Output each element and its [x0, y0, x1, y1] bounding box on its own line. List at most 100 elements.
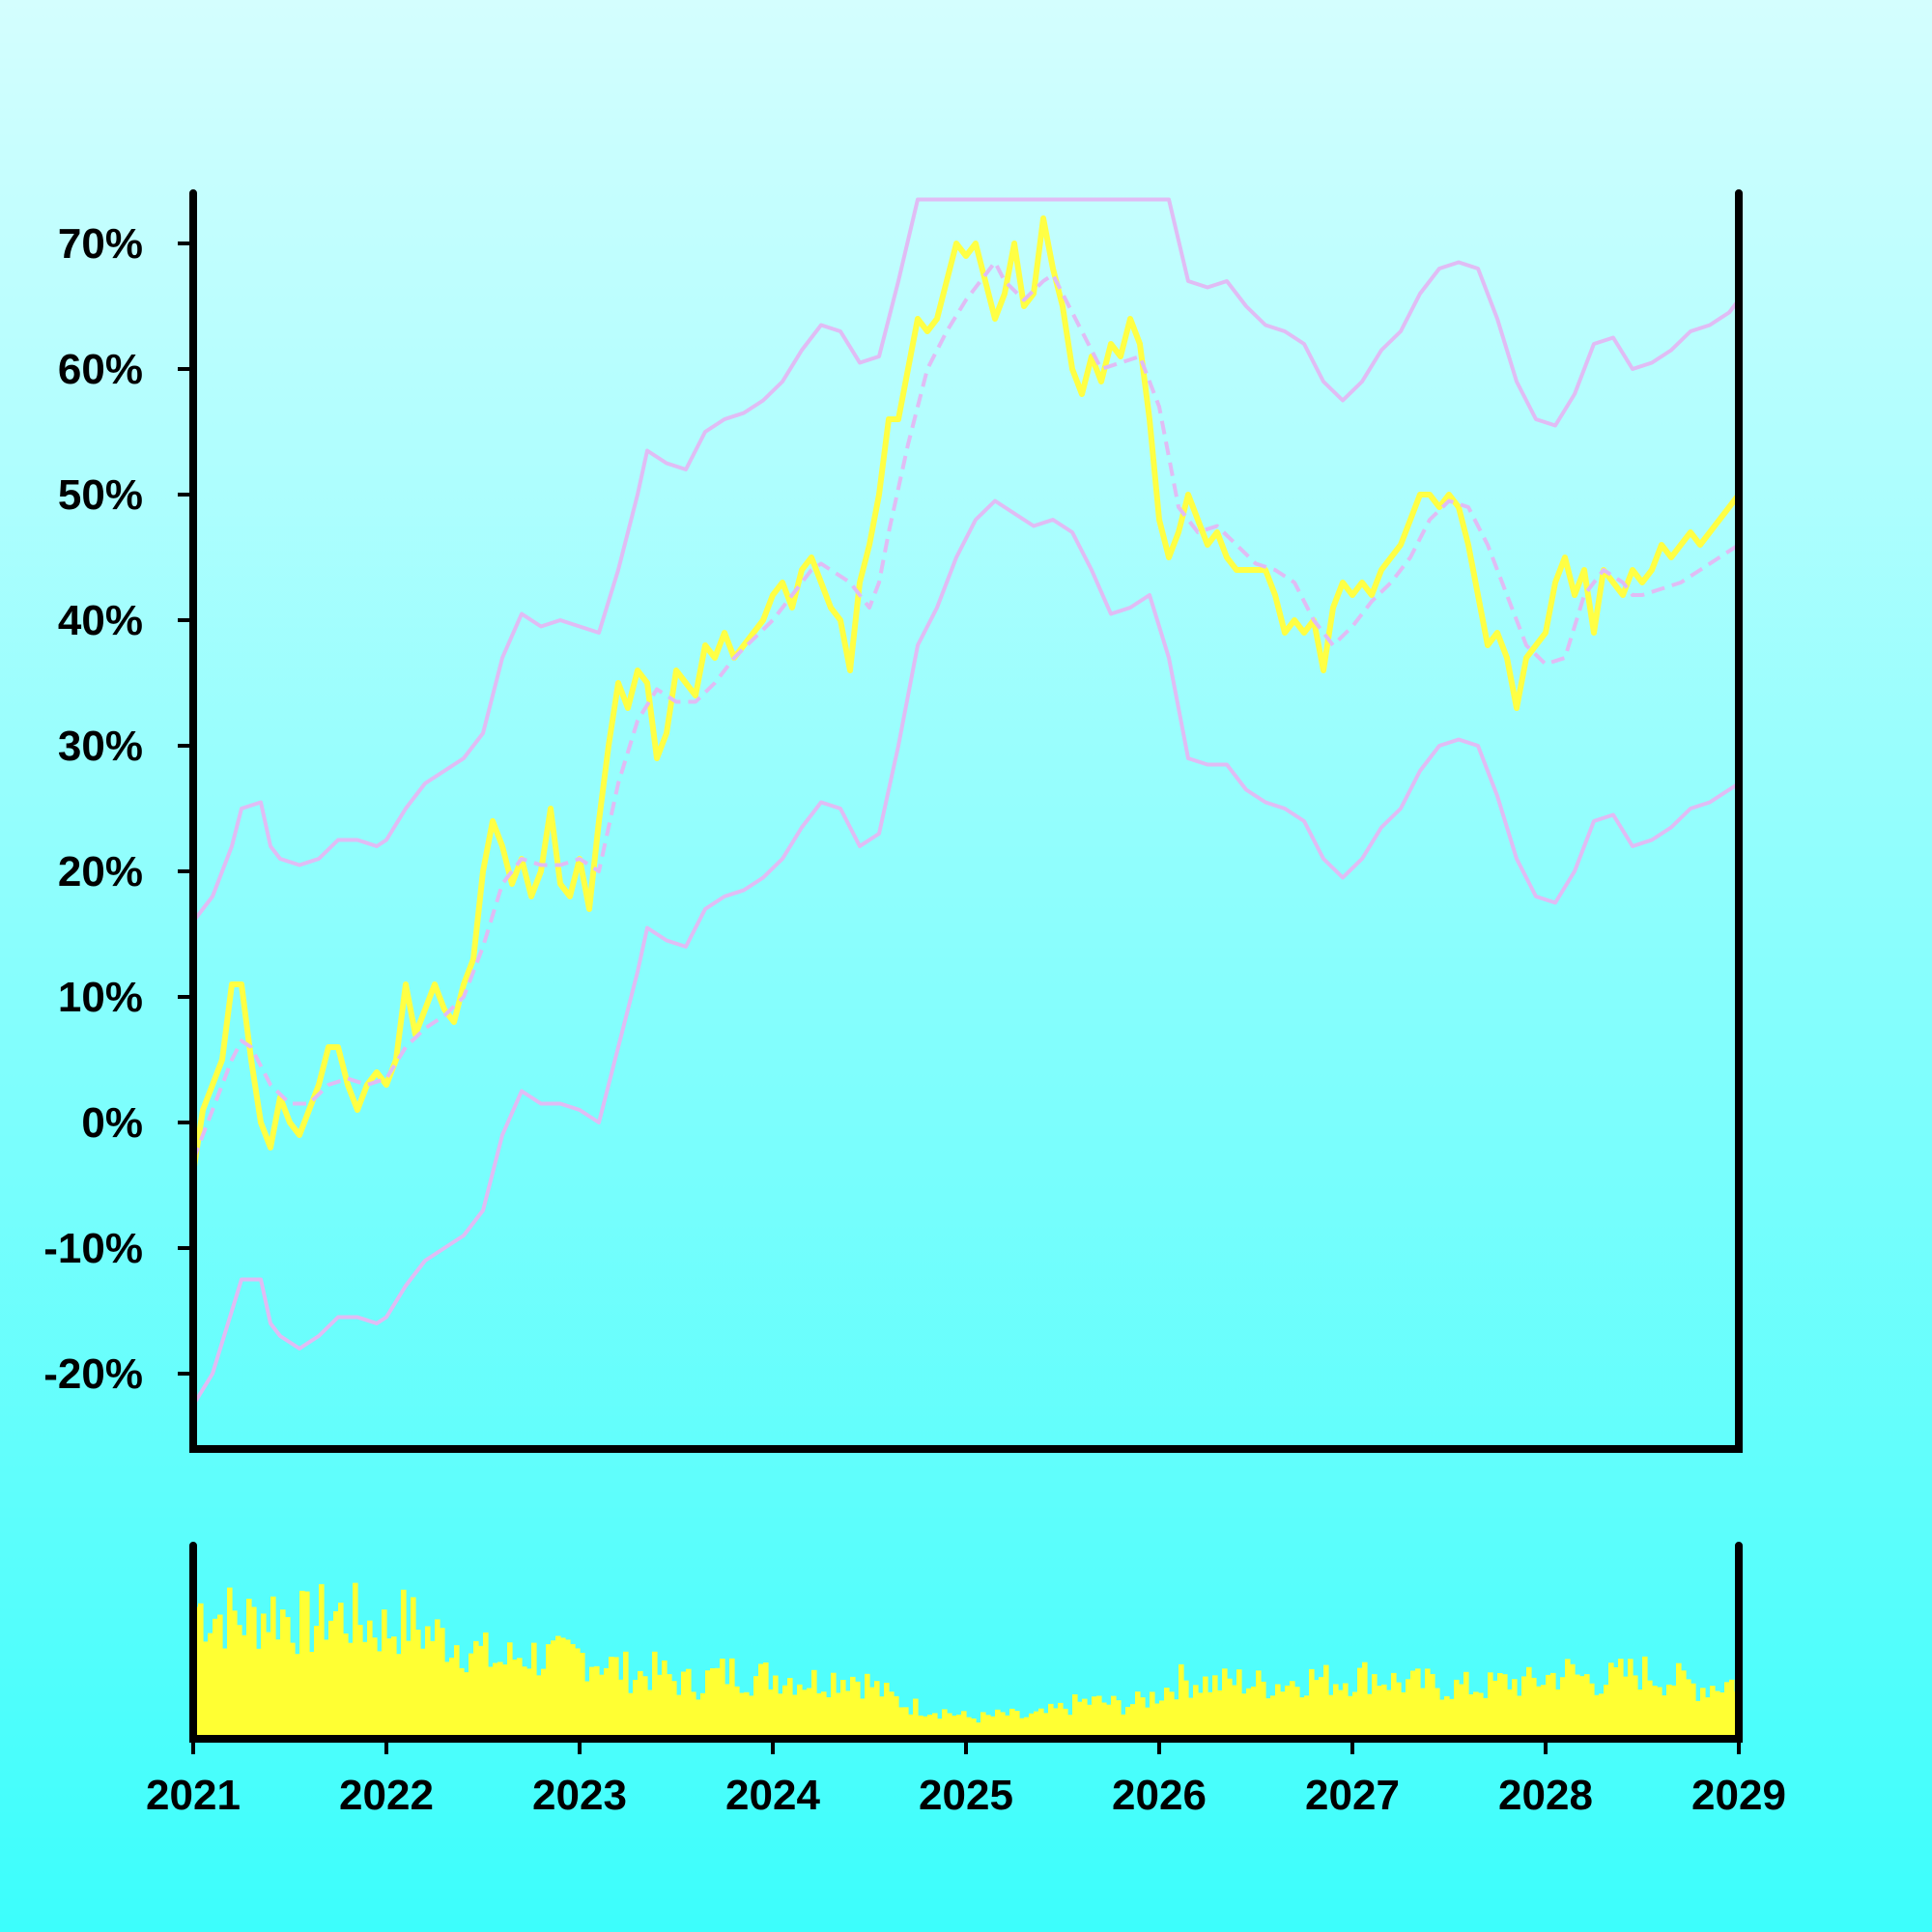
volume-bar: [826, 1697, 832, 1739]
volume-bar: [1357, 1667, 1363, 1739]
volume-bar: [222, 1648, 228, 1739]
volume-bar: [831, 1672, 837, 1739]
price-lines: [190, 215, 1742, 1174]
volume-bar: [1164, 1688, 1170, 1739]
volume-bar: [816, 1692, 822, 1739]
volume-bar: [1072, 1694, 1078, 1739]
volume-bar: [1449, 1698, 1455, 1739]
tick-labels: -20% -10% 0% 10% 20% 30% 40% 50% 60% 70% 2021 2022 2…: [43, 220, 1786, 1819]
volume-bar: [836, 1692, 841, 1739]
volume-bar: [845, 1690, 851, 1739]
volume-bar: [1058, 1702, 1064, 1739]
y-tick-label: 40%: [58, 597, 143, 644]
volume-bar: [1502, 1674, 1508, 1739]
volume-bar: [584, 1681, 590, 1739]
volume-bar: [869, 1687, 875, 1739]
volume-bar: [1005, 1715, 1010, 1739]
volume-bar: [913, 1698, 919, 1739]
volume-bar: [642, 1676, 648, 1739]
volume-bar: [773, 1675, 779, 1739]
volume-bar: [401, 1589, 407, 1739]
volume-bar: [531, 1642, 537, 1739]
volume-bar: [952, 1716, 957, 1739]
y-tick-label: 50%: [58, 471, 143, 519]
volume-bar: [1531, 1677, 1537, 1739]
volume-bar: [1430, 1674, 1435, 1739]
moving-average-line: [191, 260, 1741, 1161]
volume-bar: [739, 1692, 745, 1739]
volume-bar: [1526, 1666, 1532, 1739]
volume-bar: [478, 1645, 484, 1739]
volume-bar: [1352, 1691, 1358, 1739]
volume-bar: [522, 1666, 527, 1739]
volume-bar: [285, 1617, 291, 1739]
volume-bar: [947, 1713, 952, 1739]
volume-bar: [628, 1692, 634, 1739]
volume-bar: [1067, 1715, 1073, 1739]
volume-bar: [1662, 1695, 1667, 1739]
volume-bar: [1121, 1714, 1126, 1739]
volume-bar: [1333, 1684, 1339, 1739]
volume-bar: [1386, 1690, 1392, 1739]
volume-bar: [1150, 1691, 1155, 1739]
x-tick-label: 2025: [919, 1772, 1013, 1819]
volume-bar: [1497, 1673, 1503, 1739]
volume-bar: [1604, 1685, 1609, 1739]
volume-bar: [937, 1719, 943, 1739]
volume-bar: [594, 1665, 600, 1739]
volume-bar: [1584, 1674, 1590, 1739]
volume-bar: [435, 1619, 440, 1739]
volume-bar: [1106, 1704, 1112, 1739]
volume-bar: [700, 1692, 706, 1739]
volume-bar: [1488, 1672, 1493, 1739]
volume-bar: [1372, 1674, 1378, 1739]
band-lines: [191, 197, 1741, 1406]
volume-bar: [411, 1597, 416, 1739]
x-tick-label: 2023: [532, 1772, 627, 1819]
volume-bar: [623, 1651, 629, 1739]
volume-bar: [396, 1654, 402, 1739]
volume-bar: [889, 1691, 895, 1739]
volume-bar: [1294, 1687, 1300, 1739]
volume-bar: [1362, 1662, 1368, 1739]
volume-bar: [821, 1691, 827, 1739]
volume-bar: [1130, 1704, 1136, 1739]
volume-bar: [1116, 1700, 1122, 1739]
volume-bar: [1710, 1686, 1716, 1739]
volume-bar: [657, 1674, 663, 1739]
volume-bar: [1555, 1689, 1561, 1739]
volume-bar: [1101, 1702, 1107, 1739]
volume-bar: [1468, 1694, 1474, 1739]
volume-bar: [1724, 1682, 1730, 1739]
volume-bar: [758, 1663, 764, 1739]
volume-bar: [386, 1638, 392, 1739]
volume-bar: [493, 1662, 498, 1739]
volume-bar: [546, 1644, 552, 1739]
volume-bar: [1729, 1679, 1735, 1739]
volume-bar: [367, 1620, 373, 1739]
volume-bar: [1029, 1713, 1035, 1739]
volume-bar: [1425, 1668, 1431, 1739]
volume-bar: [1439, 1699, 1445, 1739]
volume-bar: [705, 1670, 711, 1739]
volume-bar: [1521, 1676, 1527, 1739]
volume-bar: [744, 1691, 750, 1739]
upper-band-line: [191, 197, 1741, 923]
volume-bar: [1232, 1685, 1237, 1739]
volume-bar: [275, 1639, 281, 1739]
volume-bar: [536, 1675, 542, 1739]
volume-bar: [324, 1639, 329, 1739]
volume-bar: [850, 1676, 856, 1739]
volume-bar: [1256, 1670, 1262, 1739]
volume-bar: [1377, 1686, 1382, 1739]
volume-bar: [440, 1628, 445, 1739]
volume-bar: [671, 1681, 677, 1739]
y-tick-label: 60%: [58, 346, 143, 393]
volume-bar: [1169, 1691, 1175, 1739]
volume-bar: [1024, 1717, 1030, 1739]
volume-bar: [1657, 1687, 1662, 1739]
volume-bar: [720, 1659, 725, 1739]
volume-bar: [1536, 1686, 1542, 1739]
volume-bar: [469, 1653, 474, 1739]
